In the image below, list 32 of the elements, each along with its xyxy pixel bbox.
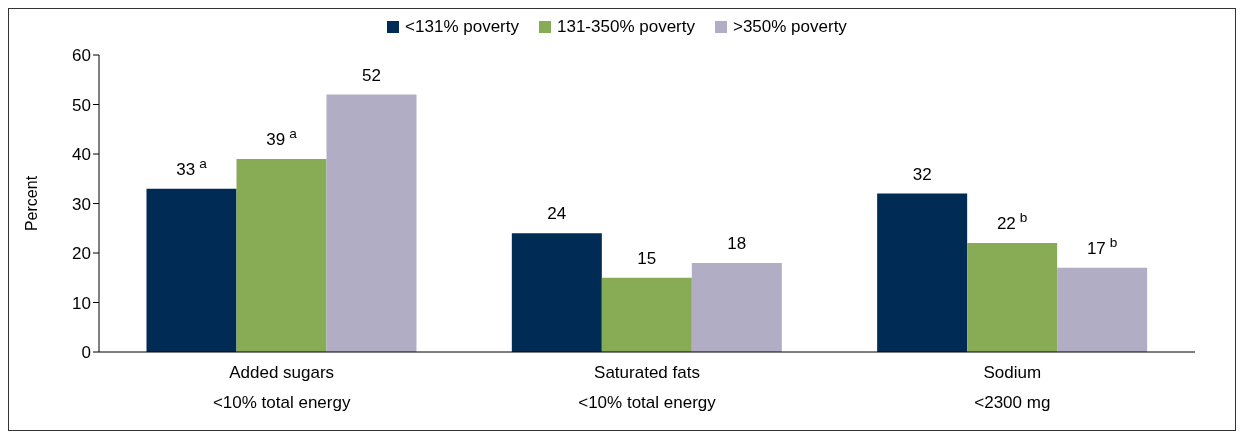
legend-label: 131-350% poverty [557,17,695,37]
bar [691,262,782,352]
bar [601,277,692,352]
y-axis-title: Percent [22,175,40,232]
legend-label: <131% poverty [405,17,519,37]
data-label: 52 [362,65,381,85]
bar [877,193,968,352]
data-label: 18 [727,233,747,253]
data-label: 39$^{a}$ [266,125,298,149]
bar [967,243,1058,352]
y-tick-label: 20 [72,244,91,264]
data-label: 32 [912,164,932,184]
data-label: 17$^{b}$ [1086,234,1118,258]
x-tick-label: Sodium <2300 mg [974,363,1051,412]
data-label: 24 [547,204,567,224]
bar [326,94,417,352]
bar [1057,267,1148,352]
bar [511,233,602,352]
y-tick-label: 50 [72,95,91,115]
legend-label: >350% poverty [732,17,847,37]
bar [146,188,237,352]
data-label: 22$^{b}$ [996,209,1028,234]
data-label: 33$^{a}$ [176,155,208,179]
data-label: 15 [637,248,657,268]
x-tick-label: Added sugars <10% total energy [212,363,351,412]
y-tick-label: 40 [72,145,91,165]
y-tick-label: 0 [81,343,91,363]
y-tick-label: 30 [72,194,91,214]
x-tick-label: Saturated fats <10% total energy [578,363,717,412]
bar [236,158,327,352]
y-tick-label: 60 [72,46,91,66]
y-tick-label: 10 [72,293,91,313]
